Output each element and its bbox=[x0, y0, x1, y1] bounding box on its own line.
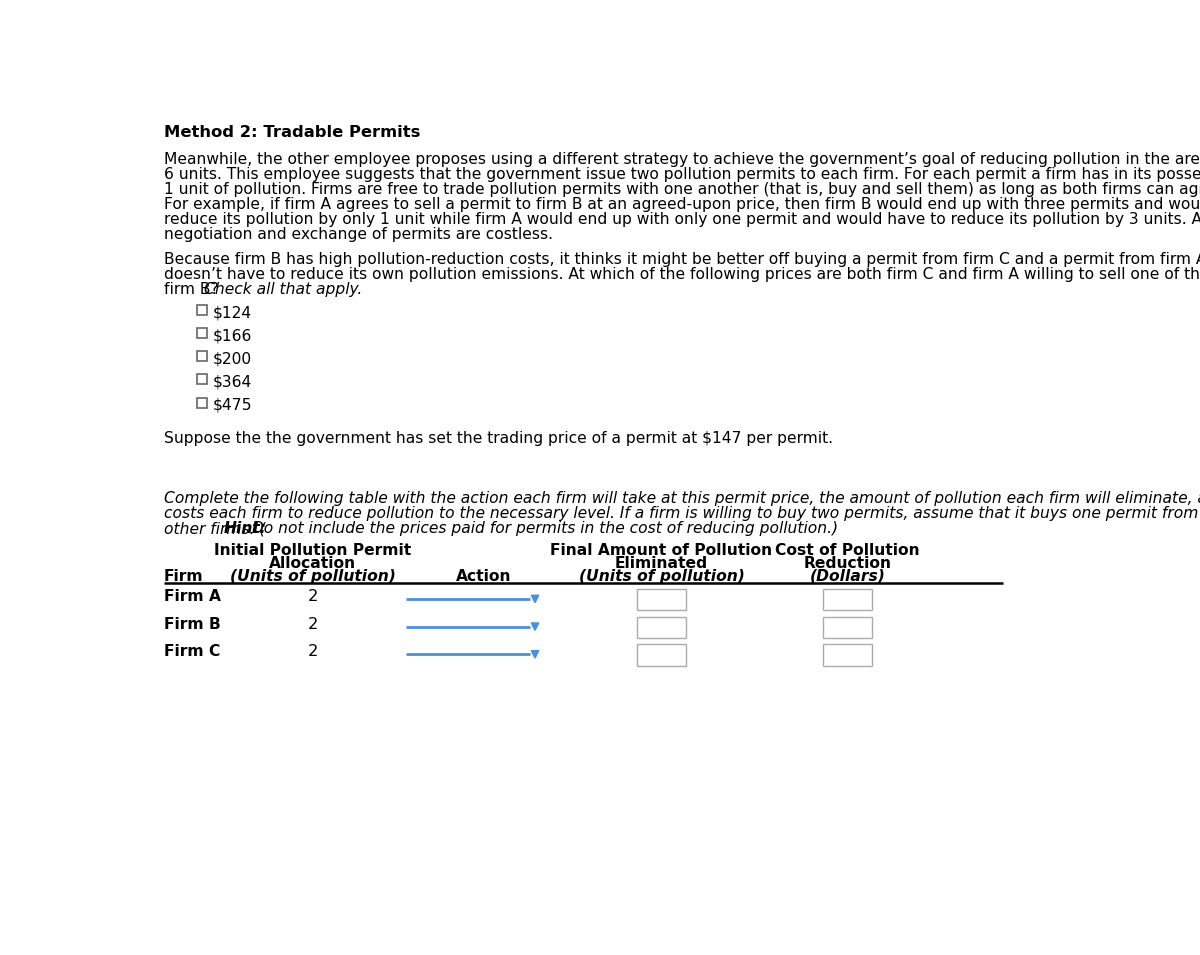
Text: 2: 2 bbox=[307, 645, 318, 659]
Text: Method 2: Tradable Permits: Method 2: Tradable Permits bbox=[164, 125, 420, 140]
Text: 2: 2 bbox=[307, 617, 318, 631]
Text: $364: $364 bbox=[212, 374, 252, 390]
Text: $475: $475 bbox=[212, 397, 252, 413]
Bar bbox=[823, 645, 871, 666]
Text: 6 units. This employee suggests that the government issue two pollution permits : 6 units. This employee suggests that the… bbox=[164, 166, 1200, 181]
Text: Cost of Pollution: Cost of Pollution bbox=[775, 542, 920, 558]
Text: Reduction: Reduction bbox=[804, 556, 892, 571]
Text: Firm: Firm bbox=[164, 569, 204, 584]
Text: Suppose the the government has set the trading price of a permit at $147 per per: Suppose the the government has set the t… bbox=[164, 432, 833, 446]
Text: Check all that apply.: Check all that apply. bbox=[204, 283, 362, 297]
Text: $124: $124 bbox=[212, 306, 252, 320]
Text: Complete the following table with the action each firm will take at this permit : Complete the following table with the ac… bbox=[164, 491, 1200, 506]
Text: costs each firm to reduce pollution to the necessary level. If a firm is willing: costs each firm to reduce pollution to t… bbox=[164, 506, 1200, 521]
Bar bbox=[197, 306, 206, 315]
Text: negotiation and exchange of permits are costless.: negotiation and exchange of permits are … bbox=[164, 226, 553, 242]
Text: For example, if firm A agrees to sell a permit to firm B at an agreed-upon price: For example, if firm A agrees to sell a … bbox=[164, 197, 1200, 212]
Bar bbox=[197, 351, 206, 361]
Text: $166: $166 bbox=[212, 329, 252, 343]
Text: Initial Pollution Permit: Initial Pollution Permit bbox=[214, 542, 412, 558]
Text: other firms. (: other firms. ( bbox=[164, 521, 265, 536]
Bar bbox=[197, 397, 206, 408]
Text: $200: $200 bbox=[212, 351, 252, 367]
Bar bbox=[197, 329, 206, 338]
Text: Because firm B has high pollution-reduction costs, it thinks it might be better : Because firm B has high pollution-reduct… bbox=[164, 252, 1200, 267]
Text: doesn’t have to reduce its own pollution emissions. At which of the following pr: doesn’t have to reduce its own pollution… bbox=[164, 267, 1200, 283]
Text: Hint:: Hint: bbox=[224, 521, 268, 536]
Polygon shape bbox=[532, 650, 539, 658]
Bar bbox=[637, 589, 685, 610]
Text: Firm A: Firm A bbox=[164, 589, 221, 604]
Text: Action: Action bbox=[456, 569, 511, 584]
Text: (Units of pollution): (Units of pollution) bbox=[230, 569, 396, 584]
Text: Firm C: Firm C bbox=[164, 645, 221, 659]
Text: Final Amount of Pollution: Final Amount of Pollution bbox=[551, 542, 773, 558]
Text: firm B?: firm B? bbox=[164, 283, 223, 297]
Bar bbox=[197, 374, 206, 385]
Bar bbox=[823, 589, 871, 610]
Text: (Units of pollution): (Units of pollution) bbox=[578, 569, 744, 584]
Text: reduce its pollution by only 1 unit while firm A would end up with only one perm: reduce its pollution by only 1 unit whil… bbox=[164, 212, 1200, 226]
Bar bbox=[637, 617, 685, 638]
Text: Firm B: Firm B bbox=[164, 617, 221, 631]
Bar bbox=[637, 645, 685, 666]
Text: Meanwhile, the other employee proposes using a different strategy to achieve the: Meanwhile, the other employee proposes u… bbox=[164, 152, 1200, 166]
Text: 2: 2 bbox=[307, 589, 318, 604]
Text: Do not include the prices paid for permits in the cost of reducing pollution.): Do not include the prices paid for permi… bbox=[247, 521, 838, 536]
Text: Eliminated: Eliminated bbox=[614, 556, 708, 571]
Text: (Dollars): (Dollars) bbox=[810, 569, 886, 584]
Bar bbox=[823, 617, 871, 638]
Text: 1 unit of pollution. Firms are free to trade pollution permits with one another : 1 unit of pollution. Firms are free to t… bbox=[164, 181, 1200, 197]
Text: Allocation: Allocation bbox=[269, 556, 356, 571]
Polygon shape bbox=[532, 595, 539, 603]
Polygon shape bbox=[532, 623, 539, 630]
